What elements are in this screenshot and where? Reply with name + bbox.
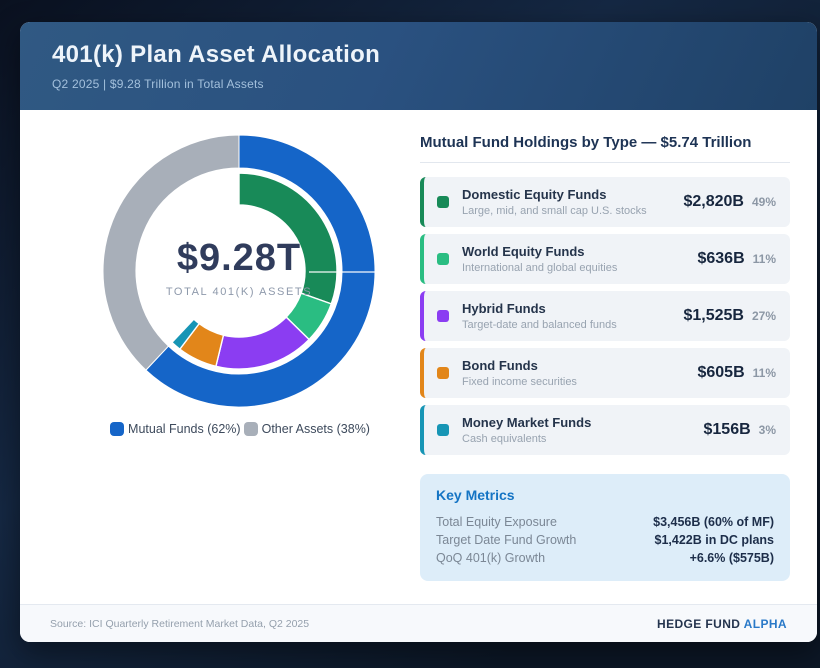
page-title: 401(k) Plan Asset Allocation (52, 41, 381, 68)
other-assets-swatch-icon (243, 422, 258, 436)
holding-value: $636B (697, 250, 745, 267)
money-market-swatch-icon (437, 424, 449, 436)
holding-subtitle: Target-date and balanced funds (462, 319, 617, 331)
domestic-equity-swatch-icon (437, 196, 449, 208)
holding-title: Domestic Equity Funds (462, 187, 607, 202)
other-assets-segment (102, 134, 240, 371)
brand-logo: HEDGE FUND ALPHA (657, 616, 787, 631)
donut-chart (102, 134, 378, 408)
metric-row-target-date-growth: Target Date Fund Growth $1,422B in DC pl… (436, 533, 774, 547)
legend-item-other-assets[interactable]: Other Assets (38%) (243, 422, 370, 436)
metric-row-equity-exposure: Total Equity Exposure $3,456B (60% of MF… (436, 515, 774, 529)
legend-item-mutual-funds[interactable]: Mutual Funds (62%) (110, 422, 241, 436)
holding-title: World Equity Funds (462, 244, 585, 259)
bond-swatch-icon (437, 367, 449, 379)
holding-value: $156B (703, 421, 751, 438)
holding-item-domestic-equity: Domestic Equity Funds Large, mid, and sm… (420, 177, 790, 227)
holding-title: Bond Funds (462, 358, 538, 373)
holding-value: $2,820B (683, 193, 744, 210)
source-note: Source: ICI Quarterly Retirement Market … (50, 617, 310, 630)
holding-pct: 11% (752, 252, 776, 266)
holding-title: Money Market Funds (462, 415, 592, 430)
holdings-panel: Mutual Fund Holdings by Type — $5.74 Tri… (420, 134, 790, 581)
key-metrics-title: Key Metrics (436, 487, 515, 503)
holding-subtitle: Fixed income securities (462, 376, 577, 388)
holding-subtitle: Large, mid, and small cap U.S. stocks (462, 205, 647, 217)
holding-item-money-market: Money Market Funds Cash equivalents $156… (420, 405, 790, 455)
money-market-funds-segment (170, 318, 201, 351)
dashboard-card: 401(k) Plan Asset Allocation Q2 2025 | $… (20, 22, 817, 642)
holdings-heading: Mutual Fund Holdings by Type — $5.74 Tri… (420, 134, 790, 163)
holding-pct: 3% (758, 423, 776, 437)
holding-value: $605B (697, 364, 745, 381)
metric-row-qoq-growth: QoQ 401(k) Growth +6.6% ($575B) (436, 551, 774, 565)
mutual-funds-segment (145, 134, 376, 408)
footer: Source: ICI Quarterly Retirement Market … (20, 604, 817, 642)
holding-pct: 11% (752, 366, 776, 380)
holding-item-hybrid: Hybrid Funds Target-date and balanced fu… (420, 291, 790, 341)
holding-pct: 27% (751, 309, 776, 323)
holding-title: Hybrid Funds (462, 301, 546, 316)
chart-legend: Mutual Funds (62%) Other Assets (38%) (40, 418, 440, 440)
header: 401(k) Plan Asset Allocation Q2 2025 | $… (20, 22, 817, 110)
holding-value: $1,525B (683, 307, 744, 324)
holding-pct: 49% (751, 195, 776, 209)
world-equity-swatch-icon (437, 253, 449, 265)
page-subtitle: Q2 2025 | $9.28 Trillion in Total Assets (52, 77, 264, 91)
holding-subtitle: International and global equities (462, 262, 618, 274)
holdings-list: Domestic Equity Funds Large, mid, and sm… (420, 177, 790, 455)
hybrid-swatch-icon (437, 310, 449, 322)
holding-item-bond: Bond Funds Fixed income securities $605B… (420, 348, 790, 398)
mutual-funds-swatch-icon (110, 422, 125, 436)
holding-item-world-equity: World Equity Funds International and glo… (420, 234, 790, 284)
key-metrics-box: Key Metrics Total Equity Exposure $3,456… (420, 474, 790, 581)
holding-subtitle: Cash equivalents (462, 433, 547, 445)
